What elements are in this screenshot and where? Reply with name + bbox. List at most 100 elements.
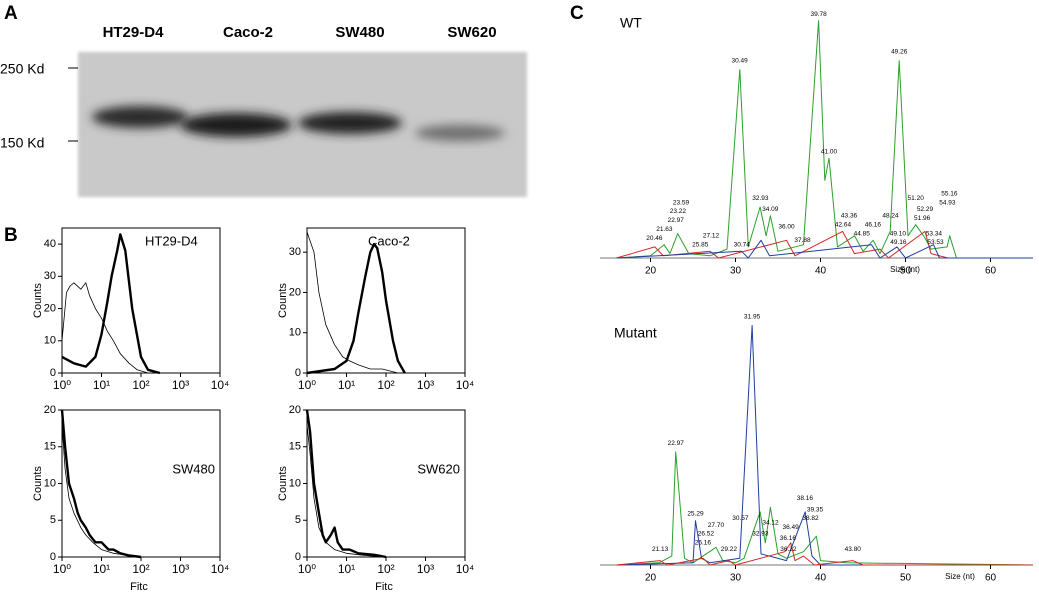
lane-label: SW620 [447,24,496,41]
peak-label: 39.35 [807,506,824,513]
x-tick-label: 10² [132,378,149,392]
peak-label: 49.26 [891,49,908,56]
y-tick-label: 10 [289,327,301,339]
x-tick-label: 30 [730,573,742,584]
peak-label: 26.16 [695,540,712,547]
peak-label: 32.93 [752,531,769,538]
panel-label: B [4,225,18,246]
peak-label: 36.49 [783,524,800,531]
marker-label: 150 Kd [0,135,44,151]
data-line [616,325,1033,566]
y-tick-label: 20 [44,302,56,314]
x-tick-label: 10³ [172,378,189,392]
y-tick-label: 30 [289,246,301,258]
y-tick-label: 0 [295,551,301,563]
data-line [306,242,406,375]
peak-label: 36.16 [780,535,797,542]
data-line [305,409,387,559]
peak-label: 30.57 [732,515,749,522]
x-tick-label: 30 [730,266,742,277]
y-tick-label: 0 [50,551,56,563]
peak-label: 51.20 [908,195,925,202]
data-line [616,542,1033,566]
data-line [306,424,387,558]
lane-label: HT29-D4 [103,24,165,41]
y-tick-label: 40 [44,238,56,250]
y-tick-label: 10 [289,477,301,489]
band [415,125,505,141]
peak-label: 34.12 [762,520,779,527]
data-line [61,282,149,374]
y-tick-label: 10 [44,335,56,347]
panel-label: A [4,3,18,24]
peak-label: 55.16 [941,190,958,197]
peak-label: 37.88 [794,237,811,244]
band [92,106,188,128]
annotation: SW480 [172,461,215,476]
data-line [60,409,142,559]
x-axis-label: Fitc [375,581,393,593]
y-tick-label: 20 [44,404,56,416]
peak-label: 25.29 [687,511,704,518]
x-tick-label: 50 [900,573,912,584]
peak-label: 49.16 [890,239,907,246]
x-tick-label: 20 [645,266,657,277]
peak-label: 42.64 [835,221,852,228]
peak-label: 53.53 [927,239,944,246]
data-line [616,239,1033,259]
x-tick-label: 40 [815,573,827,584]
x-tick-label: 10³ [172,562,189,576]
peak-label: 36.22 [780,546,797,553]
peak-label: 43.36 [841,213,858,220]
chart-title: WT [620,15,642,31]
peak-label: 51.96 [914,215,931,222]
peak-label: 49.10 [890,230,907,237]
peak-label: 48.24 [882,213,899,220]
y-tick-label: 5 [50,514,56,526]
x-tick-label: 10³ [417,562,434,576]
band [298,112,402,134]
y-tick-label: 20 [289,286,301,298]
annotation: Caco-2 [368,233,410,248]
x-tick-label: 10⁰ [298,378,316,392]
peak-label: 46.16 [865,221,882,228]
data-line [306,231,398,374]
x-tick-label: 10³ [417,378,434,392]
peak-label: 53.34 [926,230,943,237]
peak-label: 20.46 [646,235,663,242]
x-tick-label: 10⁰ [53,562,71,576]
x-tick-label: 10² [377,378,394,392]
annotation: SW620 [417,461,460,476]
x-tick-label: 10² [132,562,149,576]
y-tick-label: 15 [44,441,56,453]
peak-label: 34.09 [762,206,779,213]
x-tick-label: 10¹ [93,378,110,392]
x-tick-label: 10² [377,562,394,576]
x-tick-label: 10⁴ [211,562,230,576]
western-blot [68,52,527,197]
y-axis-label: Counts [32,466,44,501]
peak-label: 31.95 [744,313,761,320]
peak-label: 32.93 [752,195,769,202]
peak-label: 30.74 [734,241,751,248]
peak-label: 52.29 [917,206,934,213]
data-line [616,451,1034,566]
peak-label: 43.80 [845,546,862,553]
y-tick-label: 15 [289,441,301,453]
peak-label: 27.12 [703,233,720,240]
x-tick-label: 60 [985,266,997,277]
peak-label: 23.22 [670,208,687,215]
data-line [61,233,161,375]
band [180,113,292,137]
x-tick-label: 50 [900,266,912,277]
x-axis-label: Size (nt) [945,572,975,581]
y-axis-label: Counts [277,466,289,501]
peak-label: 36.00 [778,224,795,231]
x-tick-label: 10⁴ [456,562,475,576]
panel-label: C [570,3,584,24]
x-tick-label: 60 [985,573,997,584]
x-tick-label: 10¹ [338,562,355,576]
marker-label: 250 Kd [0,61,44,77]
y-tick-label: 10 [44,477,56,489]
